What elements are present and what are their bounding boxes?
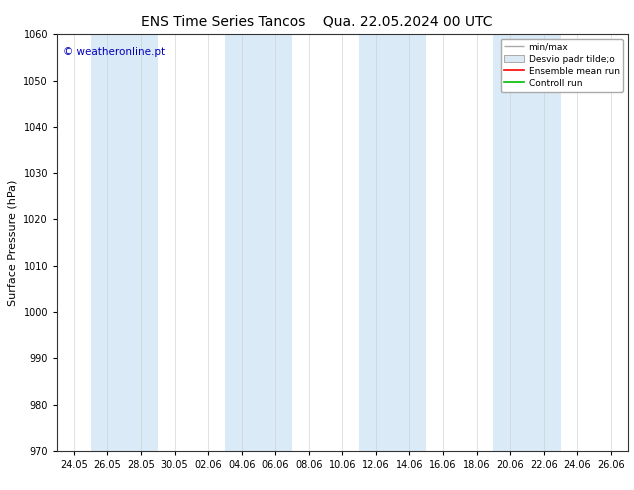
Text: ENS Time Series Tancos    Qua. 22.05.2024 00 UTC: ENS Time Series Tancos Qua. 22.05.2024 0… [141, 15, 493, 29]
Y-axis label: Surface Pressure (hPa): Surface Pressure (hPa) [8, 179, 18, 306]
Bar [493, 34, 527, 451]
Bar [91, 34, 124, 451]
Bar [124, 34, 158, 451]
Legend: min/max, Desvio padr tilde;o, Ensemble mean run, Controll run: min/max, Desvio padr tilde;o, Ensemble m… [501, 39, 623, 92]
Bar [359, 34, 392, 451]
Bar [259, 34, 292, 451]
Bar [225, 34, 259, 451]
Bar [392, 34, 426, 451]
Text: © weatheronline.pt: © weatheronline.pt [63, 47, 165, 57]
Bar [527, 34, 560, 451]
